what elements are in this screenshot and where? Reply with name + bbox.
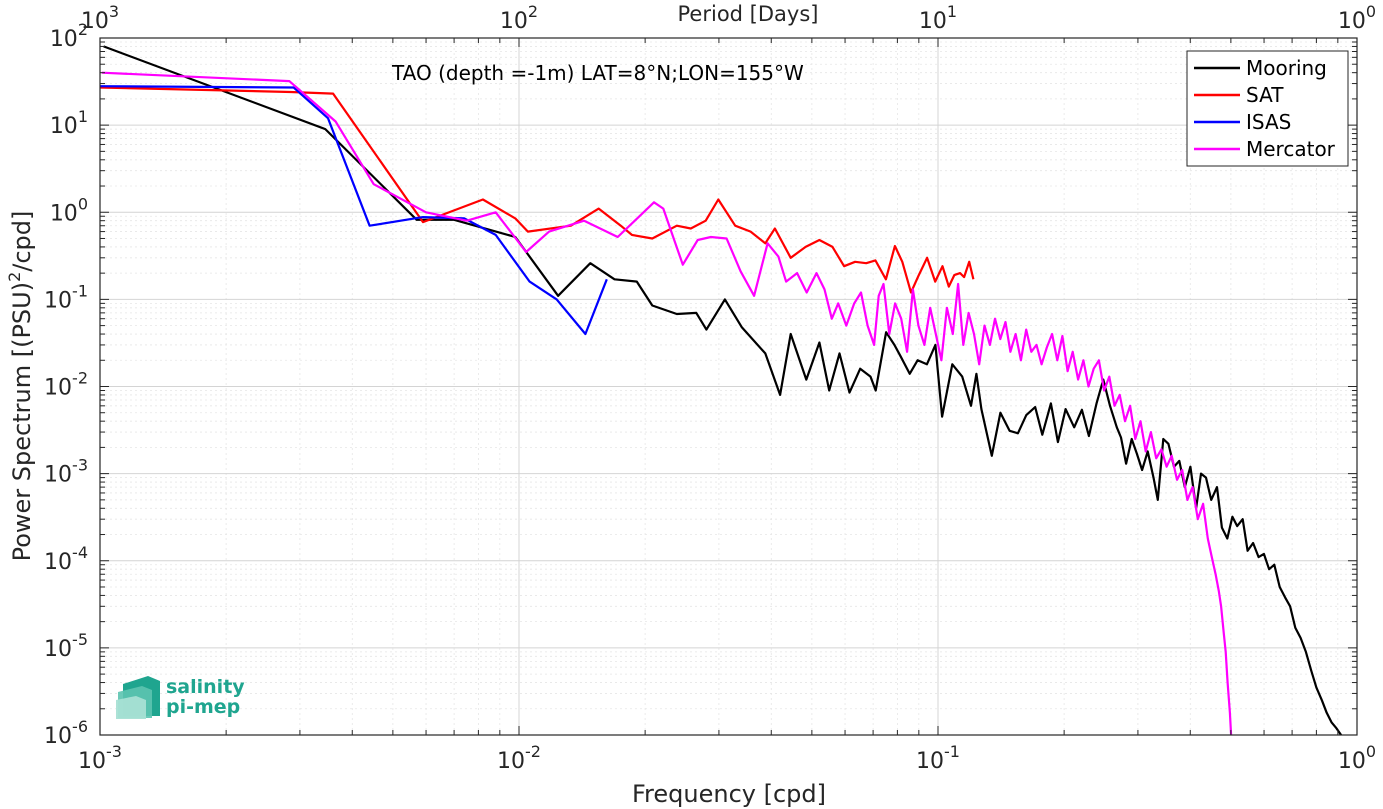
legend-label-sat: SAT (1246, 83, 1284, 107)
x-tick-label-exp: -3 (106, 742, 122, 761)
top-tick-label: 103 (81, 2, 119, 34)
top-tick-label-exp: 2 (528, 2, 538, 21)
salinity-pimep-logo: salinity pi-mep (116, 676, 245, 719)
legend-label-isas: ISAS (1246, 110, 1291, 134)
top-tick-label: 100 (1338, 2, 1376, 34)
x-axis-title: Frequency [cpd] (632, 780, 826, 808)
series-line-mooring (103, 45, 1343, 736)
x-tick-label: 10-2 (497, 742, 541, 774)
top-tick-label-exp: 1 (947, 2, 957, 21)
y-tick-label-exp: -4 (72, 543, 88, 562)
top-axis-title: Period [Days] (678, 2, 819, 26)
y-tick-label-base: 10 (50, 114, 78, 139)
top-tick-label-base: 10 (919, 9, 947, 34)
series-group (99, 45, 1343, 736)
y-tick-label-base: 10 (44, 724, 72, 749)
top-tick-label-base: 10 (500, 9, 528, 34)
y-tick-label-base: 10 (50, 27, 78, 52)
series-line-isas (99, 85, 608, 336)
x-tick-label: 10-1 (916, 742, 960, 774)
y-axis-title-part2: /cpd] (8, 211, 36, 272)
legend-label-mercator: Mercator (1246, 137, 1336, 161)
top-tick-label-exp: 3 (109, 2, 119, 21)
y-tick-label: 101 (50, 107, 88, 139)
logo-line2: pi-mep (166, 696, 240, 718)
y-tick-label: 10-4 (44, 543, 88, 575)
legend-box (1186, 50, 1349, 167)
chart-annotation: TAO (depth =-1m) LAT=8°N;LON=155°W (391, 61, 804, 85)
y-tick-label-base: 10 (50, 201, 78, 226)
x-tick-label: 10-3 (78, 742, 122, 774)
top-tick-label-exp: 0 (1366, 2, 1376, 21)
y-tick-label: 10-2 (44, 369, 88, 401)
y-tick-label: 102 (50, 20, 88, 52)
top-tick-label: 101 (919, 2, 957, 34)
salinity-pimep-logo-icon (116, 676, 160, 719)
y-tick-label-base: 10 (44, 637, 72, 662)
top-tick-label: 102 (500, 2, 538, 34)
legend-label-mooring: Mooring (1246, 56, 1327, 80)
x-tick-label-base: 10 (1338, 749, 1366, 774)
y-tick-label-exp: -1 (72, 281, 88, 300)
y-tick-label-exp: 1 (78, 107, 88, 126)
y-tick-label-exp: -6 (72, 717, 88, 736)
y-axis-title-exp: 2 (5, 272, 24, 282)
y-tick-label: 10-3 (44, 456, 88, 488)
y-tick-label-base: 10 (44, 288, 72, 313)
legend: Mooring SAT ISAS Mercator (1186, 50, 1349, 167)
top-tick-label-base: 10 (81, 9, 109, 34)
y-tick-label-exp: -2 (72, 369, 88, 388)
logo-line1: salinity (166, 676, 245, 698)
x-tick-label-base: 10 (916, 749, 944, 774)
top-tick-label-base: 10 (1338, 9, 1366, 34)
y-tick-label-base: 10 (44, 376, 72, 401)
y-tick-label-exp: 0 (78, 194, 88, 213)
y-axis-title-part1: Power Spectrum [(PSU) (8, 282, 36, 561)
y-tick-label-exp: -5 (72, 630, 88, 649)
y-axis-title: Power Spectrum [(PSU)2/cpd] (5, 211, 36, 562)
x-tick-label-exp: -2 (525, 742, 541, 761)
y-tick-label: 10-1 (44, 281, 88, 313)
y-tick-label-base: 10 (44, 463, 72, 488)
y-tick-label-exp: 2 (78, 20, 88, 39)
y-tick-label-base: 10 (44, 550, 72, 575)
x-tick-label-base: 10 (78, 749, 106, 774)
x-tick-label-exp: -1 (944, 742, 960, 761)
series-line-mercator (101, 71, 1233, 736)
x-tick-label: 100 (1338, 742, 1376, 774)
y-tick-label: 10-5 (44, 630, 88, 662)
y-tick-label: 10-6 (44, 717, 88, 749)
x-tick-label-base: 10 (497, 749, 525, 774)
y-tick-label: 100 (50, 194, 88, 226)
x-tick-label-exp: 0 (1366, 742, 1376, 761)
y-tick-label-exp: -3 (72, 456, 88, 475)
